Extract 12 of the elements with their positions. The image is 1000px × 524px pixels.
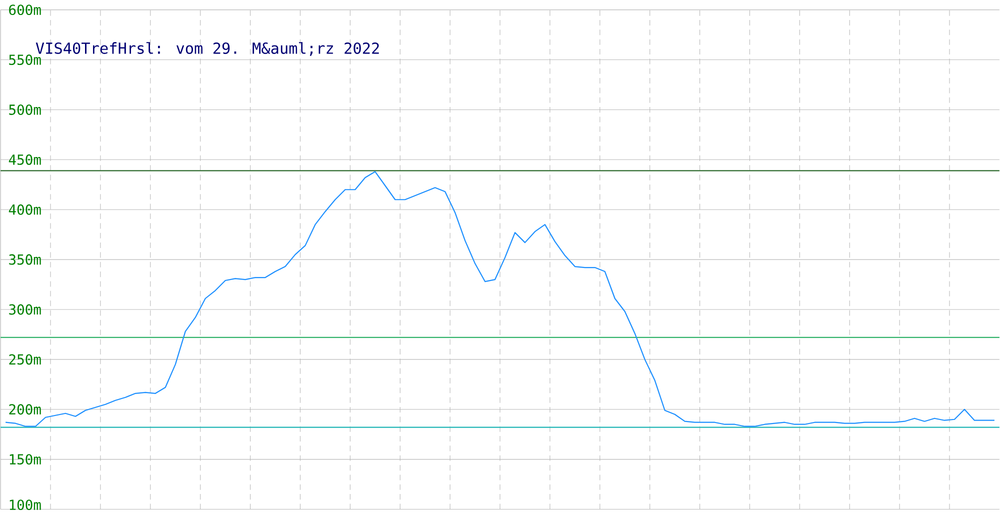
text: VIS40TrefHrsl: vom 29. M&auml;rz 2022 <box>36 42 379 56</box>
y-tick-label: 450m <box>8 154 41 166</box>
y-tick-label: 150m <box>10 454 41 465</box>
y-tick-label: 550m <box>9 54 41 66</box>
y-tick-label: 600m <box>9 4 41 16</box>
y-tick-label: 250m <box>9 354 41 365</box>
y-tick-label: 100m <box>10 500 41 510</box>
y-tick-label: 400m <box>8 204 41 216</box>
y-tick-label: 350m <box>9 254 41 266</box>
y-tick-label: 200m <box>9 404 41 415</box>
y-tick-label: 500m <box>9 104 41 116</box>
y-tick-label: 300m <box>9 304 41 315</box>
